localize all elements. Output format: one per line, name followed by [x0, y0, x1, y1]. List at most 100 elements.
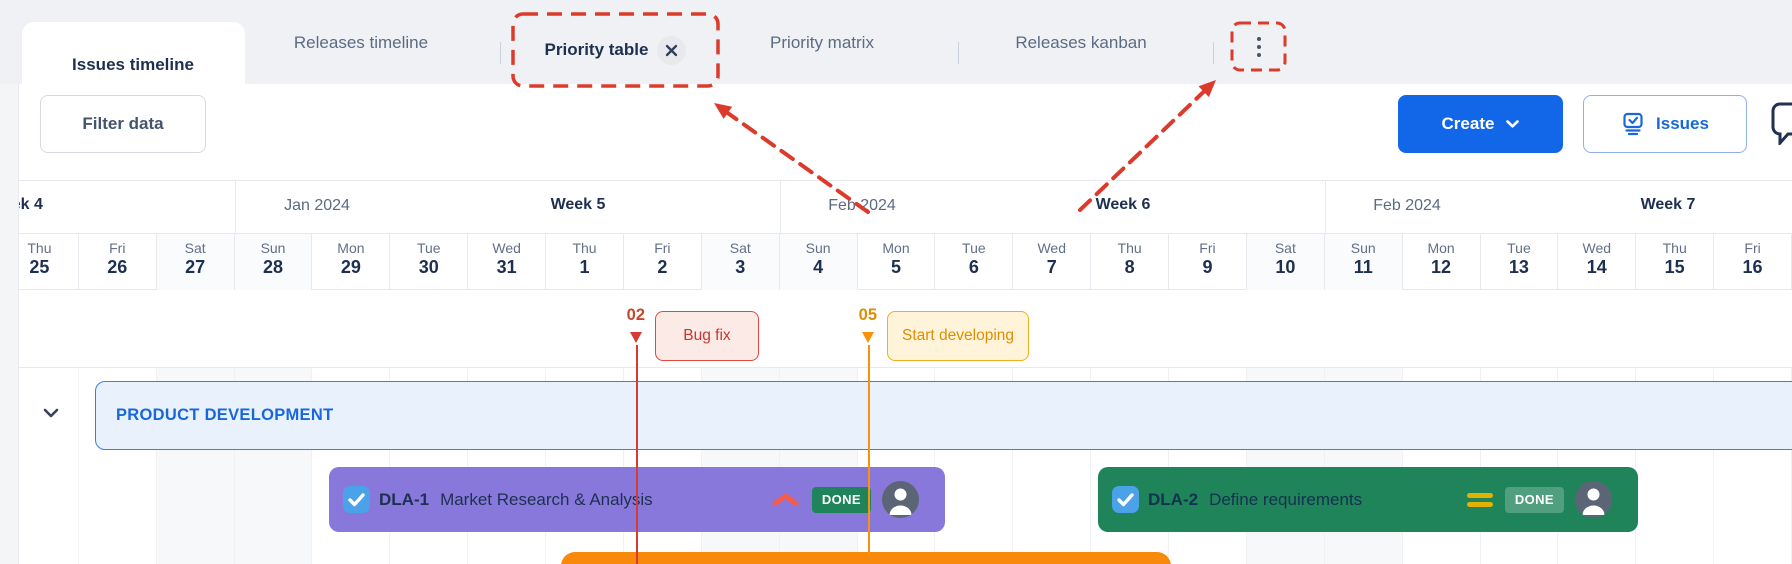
day-header-cell: Mon 12 [1403, 234, 1481, 290]
milestone-date-02: 02 [626, 306, 645, 324]
day-number: 2 [657, 257, 668, 277]
grid-column [1558, 367, 1637, 564]
day-number: 6 [968, 257, 979, 277]
day-number: 30 [418, 257, 439, 277]
day-number: 10 [1275, 257, 1296, 277]
grid-column [624, 367, 702, 564]
day-name: Wed [1037, 240, 1066, 256]
day-name: Thu [1117, 240, 1142, 256]
day-number: 5 [890, 257, 901, 277]
tab-issues-timeline-label: Issues timeline [72, 55, 194, 74]
day-header-cell: Fri 16 [1714, 234, 1792, 290]
grid-column [935, 367, 1014, 564]
task-checkbox-icon [1112, 486, 1139, 513]
grid-column [858, 367, 936, 564]
day-header-cell: Thu 25 [1, 234, 79, 290]
issue-bar-dla-2[interactable]: DLA-2 Define requirements DONE [1098, 467, 1638, 532]
section-product-development[interactable]: PRODUCT DEVELOPMENT [95, 381, 1792, 450]
day-name: Wed [1582, 240, 1612, 256]
day-name: Thu [572, 240, 597, 256]
issues-button-label: Issues [1656, 114, 1709, 133]
tab-divider [1213, 42, 1214, 64]
day-number: 25 [29, 257, 50, 277]
tab-releases-timeline[interactable]: Releases timeline [293, 33, 429, 52]
day-number: 12 [1431, 257, 1452, 277]
create-button[interactable]: Create [1398, 95, 1563, 153]
day-number: 7 [1046, 257, 1057, 277]
day-header-cell: Sat 10 [1246, 234, 1325, 290]
tab-divider [958, 42, 959, 64]
tab-priority-matrix[interactable]: Priority matrix [770, 33, 874, 52]
day-header-cell: Fri 9 [1169, 234, 1247, 290]
assignee-avatar[interactable] [1575, 481, 1612, 518]
milestone-line-orange [868, 345, 870, 556]
tab-releases-kanban[interactable]: Releases kanban [1015, 33, 1147, 52]
tab-priority-table[interactable]: Priority table [513, 14, 718, 86]
tab-priority-table-label: Priority table [544, 40, 649, 59]
collapse-chevron-icon[interactable] [40, 402, 62, 424]
day-number: 8 [1124, 257, 1135, 277]
priority-highest-icon [772, 493, 799, 507]
day-number: 26 [107, 257, 128, 277]
day-header-cell: Thu 8 [1091, 234, 1170, 290]
day-header-cell: Sun 28 [234, 234, 313, 290]
grid-column [468, 367, 547, 564]
day-header-cell: Sat 3 [701, 234, 780, 290]
grid-column [79, 367, 157, 564]
day-name: Wed [492, 240, 521, 256]
feedback-bubble-icon[interactable] [1770, 101, 1792, 145]
day-header-cell: Mon 29 [312, 234, 391, 290]
milestone-bug-fix[interactable]: Bug fix [655, 311, 759, 361]
tab-bar: Issues timeline Releases timeline Priori… [0, 0, 1792, 84]
day-header-cell: Sat 27 [156, 234, 235, 290]
day-name: Thu [1662, 240, 1687, 256]
day-name: Sun [260, 240, 286, 256]
day-header-cell: Wed 7 [1013, 234, 1092, 290]
issue-title: Define requirements [1209, 489, 1363, 509]
grid-column [312, 367, 391, 564]
issues-button[interactable]: Issues [1583, 95, 1747, 153]
day-header-cell: Thu 1 [546, 234, 624, 290]
day-header-cell: Sun 4 [779, 234, 858, 290]
week-section-divider [235, 181, 236, 234]
day-name: Fri [654, 240, 671, 256]
day-number: 4 [813, 257, 824, 277]
day-name: Tue [962, 240, 986, 256]
milestone-start-developing[interactable]: Start developing [887, 311, 1029, 361]
week-section-divider [1325, 181, 1326, 234]
grid-column [1, 367, 79, 564]
kebab-menu-icon[interactable] [1232, 23, 1285, 70]
day-name: Tue [416, 240, 441, 256]
filter-data-button[interactable]: Filter data [40, 95, 206, 153]
grid-column [1091, 367, 1170, 564]
week-label: Week 6 [1095, 196, 1151, 213]
milestone-date-05: 05 [858, 306, 877, 324]
day-number: 1 [579, 257, 590, 277]
left-rail [0, 84, 19, 564]
day-number: 11 [1353, 257, 1373, 277]
close-icon[interactable] [657, 35, 687, 65]
grid-column [1013, 367, 1092, 564]
milestone-caret-red [630, 332, 642, 343]
day-number: 16 [1742, 257, 1763, 277]
assignee-avatar[interactable] [882, 481, 919, 518]
priority-medium-icon [1466, 492, 1493, 507]
week-label: Week 5 [550, 196, 606, 213]
day-number: 15 [1664, 257, 1685, 277]
day-number: 27 [185, 257, 206, 277]
issue-bar-partial[interactable] [561, 552, 1171, 564]
day-name: Thu [27, 240, 52, 256]
day-header-cell: Fri 26 [79, 234, 157, 290]
day-name: Sat [184, 240, 206, 256]
tab-issues-timeline[interactable]: Issues timeline [22, 22, 245, 84]
day-name: Mon [882, 240, 910, 256]
day-header-cell: Wed 14 [1558, 234, 1637, 290]
grid-column [1481, 367, 1559, 564]
day-name: Mon [1427, 240, 1455, 256]
day-number: 3 [735, 257, 746, 277]
day-header-cell: Sun 11 [1324, 234, 1403, 290]
day-name: Fri [109, 240, 126, 256]
day-name: Sun [1350, 240, 1376, 256]
